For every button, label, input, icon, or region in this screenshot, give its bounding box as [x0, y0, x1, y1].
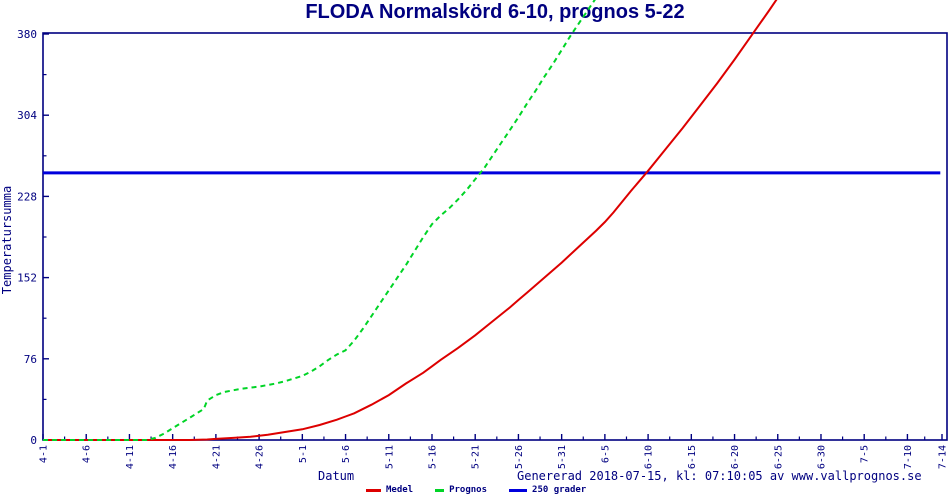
x-axis-label: Datum — [318, 469, 355, 483]
x-tick-label: 6-15 — [687, 445, 698, 469]
x-tick-label: 4-26 — [255, 445, 266, 469]
legend-label-prognos: Prognos — [449, 485, 488, 495]
x-tick-label: 6-20 — [730, 445, 741, 469]
legend-label-250-grader: 250 grader — [532, 485, 587, 495]
y-tick-label: 304 — [17, 109, 37, 122]
x-tick-label: 4-6 — [82, 445, 93, 463]
y-axis-ticks: 0 76 152 228 304 380 — [17, 28, 49, 447]
x-tick-label: 5-31 — [557, 445, 568, 469]
x-tick-label: 7-10 — [903, 445, 914, 469]
grader-line-swatch — [509, 488, 528, 492]
line-prognos — [43, 0, 596, 441]
x-tick-label: 6-30 — [816, 445, 827, 469]
medel-line-swatch — [366, 488, 381, 492]
x-tick-label: 5-1 — [298, 445, 309, 463]
x-tick-label: 6-10 — [644, 445, 655, 469]
legend-item-prognos: Prognos — [435, 485, 487, 495]
x-tick-label: 6-25 — [773, 445, 784, 469]
legend-item-medel: Medel — [366, 485, 413, 495]
generated-timestamp: Genererad 2018-07-15, kl: 07:10:05 av ww… — [517, 469, 922, 483]
chart-legend: Medel Prognos 250 grader — [366, 485, 586, 495]
legend-item-250-grader: 250 grader — [509, 485, 586, 495]
x-axis-ticks: 4-1 4-6 4-11 4-16 4-21 4-26 5-1 5-6 5-11 5-16 5-21… — [39, 434, 949, 469]
y-tick-label: 228 — [17, 190, 37, 203]
x-tick-label: 5-6 — [341, 445, 352, 463]
plot-border — [42, 32, 948, 441]
line-medel — [43, 0, 778, 441]
x-tick-label: 5-11 — [384, 445, 395, 469]
prognos-line-swatch — [435, 488, 445, 492]
x-tick-label: 4-11 — [125, 445, 136, 469]
y-tick-label: 76 — [24, 353, 37, 366]
y-tick-label: 152 — [17, 272, 37, 285]
legend-label-medel: Medel — [386, 485, 414, 495]
y-tick-label: 380 — [17, 28, 37, 41]
x-tick-label: 5-21 — [471, 445, 482, 469]
x-tick-label: 4-21 — [211, 445, 222, 469]
x-tick-label: 7-14 — [938, 445, 949, 469]
x-tick-label: 5-26 — [514, 445, 525, 469]
x-tick-label: 4-16 — [168, 445, 179, 469]
y-tick-label: 0 — [30, 434, 37, 447]
x-tick-label: 7-5 — [860, 445, 871, 463]
y-axis-label: Temperatursumma — [0, 186, 14, 294]
x-tick-label: 4-1 — [39, 445, 50, 463]
x-tick-label: 6-5 — [600, 445, 611, 463]
x-tick-label: 5-16 — [427, 445, 438, 469]
